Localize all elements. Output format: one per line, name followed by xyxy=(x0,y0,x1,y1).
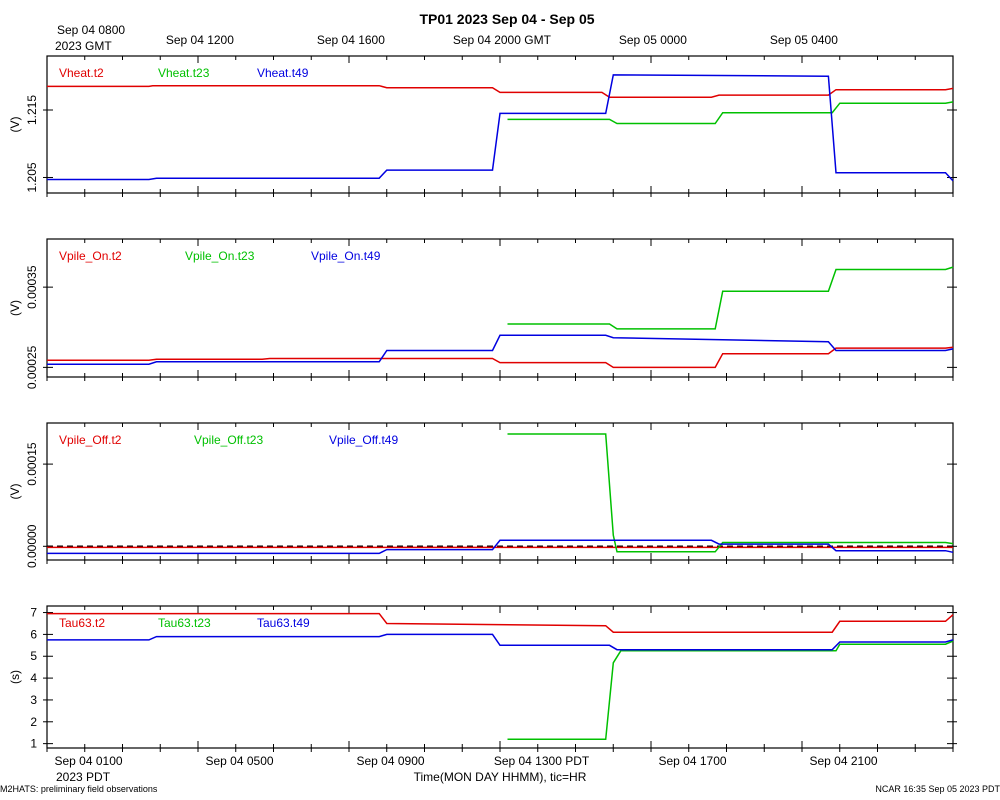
legend-entry: Vpile_On.t49 xyxy=(311,249,381,263)
bottom-axis-label: Sep 04 0500 xyxy=(205,754,273,768)
series-line-Vpile_Off.t23 xyxy=(507,433,954,553)
top-axis-label: Sep 05 0400 xyxy=(770,33,838,47)
top-axis-first-label: Sep 04 0800 xyxy=(57,23,125,37)
bottom-axis-label: Sep 04 1700 xyxy=(658,754,726,768)
y-tick-label: 4 xyxy=(30,671,37,685)
bottom-axis-label: Sep 04 1300 PDT xyxy=(494,754,590,768)
legend-entry: Vheat.t23 xyxy=(158,66,210,80)
series-line-Tau63.t2 xyxy=(47,612,954,633)
legend-entry: Vpile_Off.t23 xyxy=(194,433,263,447)
legend-entry: Tau63.t23 xyxy=(158,616,211,630)
legend-entry: Vpile_On.t23 xyxy=(185,249,255,263)
top-axis-first-sub: 2023 GMT xyxy=(55,39,112,53)
y-tick-label: 6 xyxy=(30,627,37,641)
legend-entry: Vpile_Off.t2 xyxy=(59,433,122,447)
y-axis-label: (s) xyxy=(8,670,22,684)
series-line-Vpile_On.t49 xyxy=(47,334,954,365)
chart-title: TP01 2023 Sep 04 - Sep 05 xyxy=(419,11,594,27)
panel-frame xyxy=(46,238,954,378)
top-axis-label: Sep 04 1200 xyxy=(166,33,234,47)
series-line-Vheat.t23 xyxy=(507,101,954,125)
panel-frame xyxy=(46,422,954,561)
y-tick-label: 0.00015 xyxy=(25,442,39,486)
y-tick-label: 1 xyxy=(30,737,37,751)
y-axis-label: (V) xyxy=(8,300,22,316)
y-axis-label: (V) xyxy=(8,484,22,500)
panel-vheat: 1.205 1.215(V) Vheat.t2 Vheat.t23 Vheat.t49 xyxy=(8,55,957,197)
y-tick-label: 3 xyxy=(30,693,37,707)
bottom-axis-label: Sep 04 2100 xyxy=(809,754,877,768)
series-line-Vheat.t2 xyxy=(47,84,954,98)
y-tick-label: 1.205 xyxy=(25,162,39,192)
top-axis-label: Sep 04 2000 GMT xyxy=(453,33,552,47)
top-axis-label: Sep 05 0000 xyxy=(619,33,687,47)
legend-entry: Vheat.t49 xyxy=(257,66,309,80)
panel-vpile_on: 0.00025 0.00035(V) Vpile_On.t2 Vpile_On.t23… xyxy=(8,238,957,389)
series-line-Vheat.t49 xyxy=(47,74,954,182)
series-line-Tau63.t23 xyxy=(507,640,954,741)
y-tick-label: 2 xyxy=(30,715,37,729)
y-tick-label: 0.00025 xyxy=(25,345,39,389)
footer-left: M2HATS: preliminary field observations xyxy=(0,784,158,794)
bottom-axis-label: Sep 04 0900 xyxy=(356,754,424,768)
y-tick-label: 0.00000 xyxy=(25,524,39,568)
legend-entry: Tau63.t49 xyxy=(257,616,310,630)
y-tick-label: 1.215 xyxy=(25,95,39,125)
top-axis-label: Sep 04 1600 xyxy=(317,33,385,47)
legend-entry: Vpile_Off.t49 xyxy=(329,433,398,447)
legend-entry: Tau63.t2 xyxy=(59,616,105,630)
y-tick-label: 7 xyxy=(30,606,37,620)
legend-entry: Vpile_On.t2 xyxy=(59,249,122,263)
series-line-Vpile_On.t2 xyxy=(47,346,954,369)
series-line-Vpile_Off.t49 xyxy=(47,539,954,555)
panel-tau63: 1 2 3 4 5 6 7 (s) Tau63.t2 Tau63.t23 Tau63.t49 xyxy=(8,605,957,752)
bottom-axis-label: Sep 04 0100 xyxy=(54,754,122,768)
legend-entry: Vheat.t2 xyxy=(59,66,104,80)
x-axis-label: Time(MON DAY HHMM), tic=HR xyxy=(414,770,587,784)
series-line-Vpile_On.t23 xyxy=(507,266,954,330)
panel-vpile_off: 0.00000 0.00015(V) Vpile_Off.t2 Vpile_Off.t… xyxy=(8,422,957,568)
y-tick-label: 5 xyxy=(30,649,37,663)
y-axis-label: (V) xyxy=(8,117,22,133)
bottom-axis-sub: 2023 PDT xyxy=(56,770,111,784)
footer-right: NCAR 16:35 Sep 05 2023 PDT xyxy=(875,784,1000,794)
series-line-Tau63.t49 xyxy=(47,633,954,651)
y-tick-label: 0.00035 xyxy=(25,265,39,309)
